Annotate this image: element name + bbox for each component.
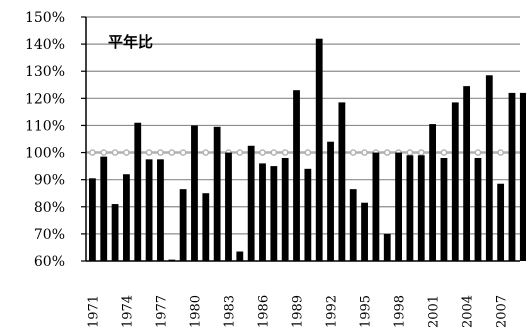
x-tick-label: 1983 [222,295,237,328]
bar-1972 [100,156,108,261]
y-tick-labels: 60% 70% 80% 90% 100% 110% 120% 130% 140% 150% [25,10,65,270]
reference-marker [202,149,210,156]
bar-1994 [349,189,357,261]
bar-1999 [406,155,414,261]
reference-marker [383,149,391,156]
y-tick-label: 70% [34,227,65,243]
chart-title: 平年比 [108,33,153,51]
bar-1980 [191,125,198,261]
bar-1997 [383,233,391,261]
reference-marker [157,149,164,156]
x-tick-label: 1995 [359,295,374,328]
reference-marker [406,149,414,156]
bar-2009 [519,92,526,261]
bar-1998 [395,152,402,261]
y-tick-label: 120% [25,91,65,107]
bar-2006 [485,75,493,261]
y-tick-label: 60% [34,254,65,270]
bar-2004 [463,86,471,261]
reference-marker [179,149,187,156]
reference-marker [236,149,244,156]
reference-marker [440,149,448,156]
bar-2002 [440,157,448,261]
x-tick-label: 1998 [393,295,408,328]
reference-marker [100,149,108,156]
reference-marker [123,149,130,156]
reference-marker [111,149,119,156]
reference-marker [145,149,153,156]
bar-1985 [247,145,255,261]
x-tick-label: 1989 [291,295,306,328]
bar-1993 [338,102,346,262]
x-tick-labels: 1971 1974 1977 1980 1983 1986 1989 1992 1995 1998… [86,295,509,328]
reference-marker [304,149,312,156]
x-tick-label: 1977 [154,295,169,328]
bar-1971 [89,178,96,261]
y-tick-label: 140% [25,37,65,53]
y-tick-label: 110% [25,118,65,134]
x-tick-label: 1974 [120,295,135,328]
bar-1986 [259,163,266,261]
x-tick-label: 2007 [495,295,510,328]
reference-marker [361,149,368,156]
bar-1996 [372,152,380,261]
bar-2008 [508,92,516,261]
x-tick-label: 1986 [257,295,272,328]
y-tick-label: 150% [25,10,65,26]
y-tick-label: 100% [25,146,65,162]
reference-marker [497,149,504,156]
x-tick-label: 1980 [188,295,203,328]
axes [81,16,520,262]
bar-1989 [293,90,300,261]
reference-marker [417,149,425,156]
bar-1992 [327,141,334,261]
bar-2005 [474,157,482,261]
bar-1974 [123,174,130,261]
reference-marker [474,149,482,156]
bar-2003 [451,102,459,262]
bar-1973 [111,204,119,261]
bar-1991 [315,38,323,261]
y-tick-label: 80% [34,200,65,216]
reference-marker [259,149,266,156]
reference-marker [168,149,176,156]
bar-2007 [497,183,505,261]
bar-1983 [225,152,232,261]
bar-1979 [179,189,187,261]
reference-marker [281,149,289,156]
x-tick-label: 2001 [427,295,442,328]
y-tick-label: 90% [34,173,65,189]
bar-2001 [429,124,436,261]
reference-marker [349,149,357,156]
bars [89,38,526,262]
bar-1988 [281,157,289,261]
reference-marker [89,149,96,156]
reference-marker [270,149,278,156]
bar-1981 [202,193,210,261]
bar-1977 [157,159,164,261]
x-tick-label: 1992 [325,295,340,328]
bar-1976 [145,159,153,261]
bar-1987 [270,166,278,261]
bar-1984 [236,251,244,261]
x-tick-label: 2004 [461,295,476,328]
reference-line [86,149,526,156]
bar-2000 [417,155,425,261]
bar-1995 [361,202,368,261]
bar-1982 [213,126,221,261]
bar-1990 [304,168,312,261]
x-tick-label: 1971 [86,295,101,328]
y-tick-label: 130% [25,64,65,80]
bar-1975 [134,122,142,261]
